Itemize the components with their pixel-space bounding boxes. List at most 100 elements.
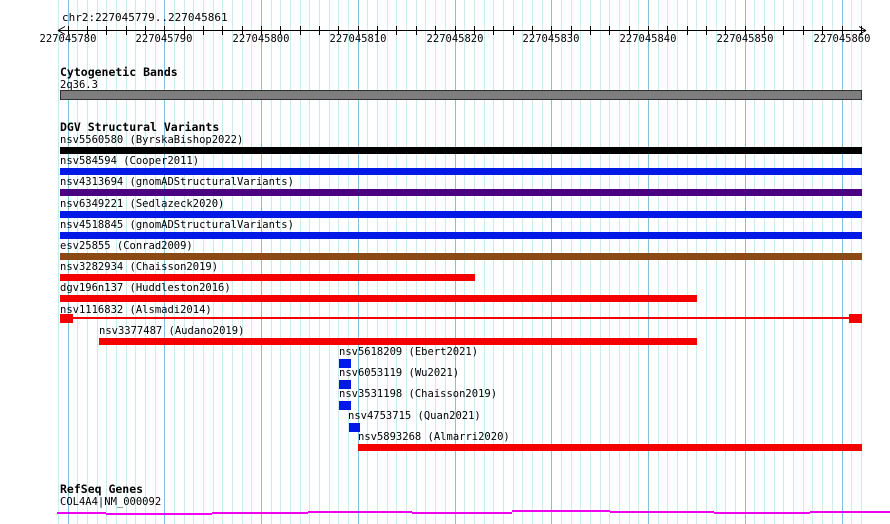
variant-bar[interactable]	[60, 274, 475, 281]
gene-line-segment[interactable]	[106, 513, 212, 515]
grid-line	[329, 0, 330, 524]
grid-line	[648, 0, 649, 524]
variant-bar[interactable]	[60, 253, 862, 260]
gene-line-segment[interactable]	[308, 511, 412, 513]
grid-line	[68, 0, 69, 524]
variant-bar[interactable]	[60, 211, 862, 218]
cytoband-bar[interactable]	[60, 90, 862, 100]
variant-bar[interactable]	[73, 317, 849, 319]
grid-line	[803, 0, 804, 524]
refseq-genes-title: RefSeq Genes	[60, 482, 144, 496]
variant-label[interactable]: nsv5560580 (ByrskaBishop2022)	[60, 134, 244, 146]
grid-line	[609, 0, 610, 524]
grid-line	[155, 0, 156, 524]
grid-line	[184, 0, 185, 524]
grid-line	[522, 0, 523, 524]
grid-line	[764, 0, 765, 524]
grid-line	[87, 0, 88, 524]
ruler-coordinate-label: 227045810	[329, 33, 387, 45]
gene-line-segment[interactable]	[810, 511, 890, 513]
refseq-gene-label[interactable]: COL4A4|NM_000092	[60, 496, 162, 508]
variant-bar[interactable]	[849, 314, 862, 323]
variant-bar[interactable]	[60, 314, 73, 323]
variant-label[interactable]: nsv3282934 (Chaisson2019)	[60, 261, 219, 273]
variant-bar[interactable]	[339, 359, 351, 368]
grid-line	[629, 0, 630, 524]
grid-line	[319, 0, 320, 524]
gene-line-segment[interactable]	[610, 511, 714, 513]
variant-bar[interactable]	[60, 295, 697, 302]
gene-line-segment[interactable]	[714, 512, 810, 514]
variant-label[interactable]: esv25855 (Conrad2009)	[60, 240, 193, 252]
variant-label[interactable]: nsv584594 (Cooper2011)	[60, 155, 200, 167]
grid-line	[658, 0, 659, 524]
variant-label[interactable]: nsv5618209 (Ebert2021)	[339, 346, 479, 358]
grid-line	[455, 0, 456, 524]
ruler-coordinate-label: 227045780	[39, 33, 97, 45]
grid-line	[793, 0, 794, 524]
grid-line	[677, 0, 678, 524]
grid-line	[812, 0, 813, 524]
grid-line	[551, 0, 552, 524]
gene-line-segment[interactable]	[212, 512, 308, 514]
grid-line	[513, 0, 514, 524]
cytogenetic-bands-title: Cytogenetic Bands	[60, 65, 178, 79]
grid-line	[406, 0, 407, 524]
grid-line	[542, 0, 543, 524]
grid-line	[416, 0, 417, 524]
grid-line	[435, 0, 436, 524]
grid-line	[58, 0, 59, 524]
variant-label[interactable]: nsv1116832 (Alsmadi2014)	[60, 304, 212, 316]
gene-line-segment[interactable]	[57, 512, 106, 514]
gene-line-segment[interactable]	[512, 510, 610, 512]
variant-bar[interactable]	[60, 147, 862, 154]
grid-line	[97, 0, 98, 524]
grid-line	[203, 0, 204, 524]
variant-bar[interactable]	[60, 189, 862, 196]
grid-line	[242, 0, 243, 524]
grid-line	[213, 0, 214, 524]
ruler-coordinate-label: 227045800	[232, 33, 290, 45]
variant-bar[interactable]	[339, 380, 351, 389]
grid-line	[338, 0, 339, 524]
grid-line	[745, 0, 746, 524]
variant-bar[interactable]	[349, 423, 360, 432]
region-header: chr2:227045779..227045861	[62, 11, 228, 24]
ruler-coordinate-label: 227045850	[716, 33, 774, 45]
variant-bar[interactable]	[339, 401, 351, 410]
ruler-coordinate-label: 227045790	[135, 33, 193, 45]
grid-line	[387, 0, 388, 524]
grid-line	[754, 0, 755, 524]
grid-line	[367, 0, 368, 524]
variant-label[interactable]: nsv3531198 (Chaisson2019)	[339, 388, 498, 400]
ruler-left-arrow-icon	[57, 26, 66, 31]
variant-label[interactable]: dgv196n137 (Huddleston2016)	[60, 282, 231, 294]
variant-label[interactable]: nsv4518845 (gnomADStructuralVariants)	[60, 219, 294, 231]
gene-line-segment[interactable]	[412, 512, 512, 514]
grid-line	[842, 0, 843, 524]
variant-label[interactable]: nsv6053119 (Wu2021)	[339, 367, 460, 379]
dgv-structural-variants-title: DGV Structural Variants	[60, 120, 220, 134]
grid-line	[251, 0, 252, 524]
grid-line	[193, 0, 194, 524]
ruler-coordinate-label: 227045860	[813, 33, 871, 45]
variant-label[interactable]: nsv3377487 (Audano2019)	[99, 325, 245, 337]
grid-line	[280, 0, 281, 524]
grid-line	[135, 0, 136, 524]
grid-line	[696, 0, 697, 524]
variant-bar[interactable]	[99, 338, 697, 345]
grid-line	[174, 0, 175, 524]
grid-line	[861, 0, 862, 524]
variant-label[interactable]: nsv6349221 (Sedlazeck2020)	[60, 198, 225, 210]
variant-label[interactable]: nsv5893268 (Almarri2020)	[358, 431, 510, 443]
variant-label[interactable]: nsv4313694 (gnomADStructuralVariants)	[60, 176, 294, 188]
grid-line	[164, 0, 165, 524]
variant-label[interactable]: nsv4753715 (Quan2021)	[348, 410, 481, 422]
grid-line	[396, 0, 397, 524]
variant-bar[interactable]	[60, 232, 862, 239]
grid-line	[309, 0, 310, 524]
grid-line	[561, 0, 562, 524]
variant-bar[interactable]	[358, 444, 862, 451]
variant-bar[interactable]	[60, 168, 862, 175]
